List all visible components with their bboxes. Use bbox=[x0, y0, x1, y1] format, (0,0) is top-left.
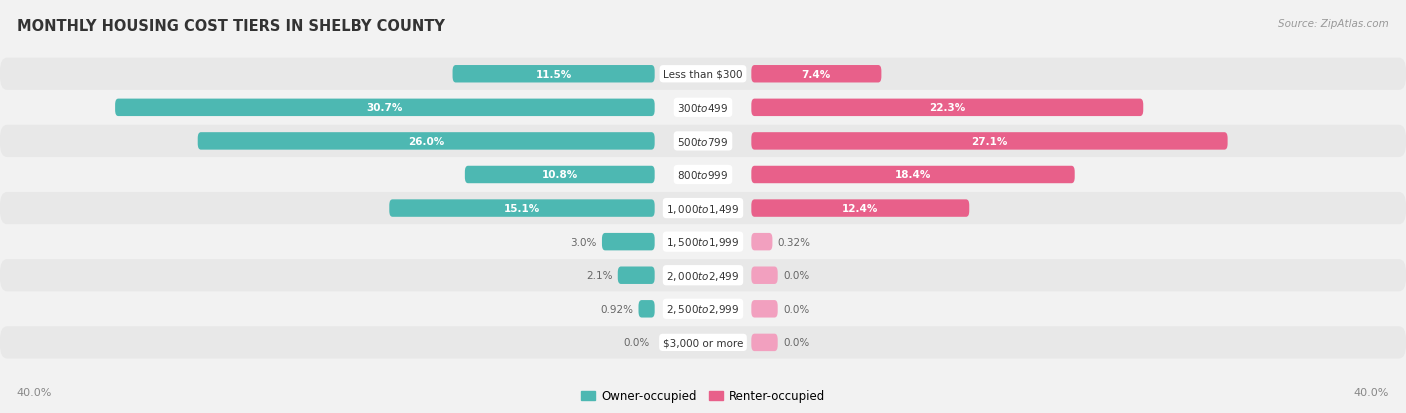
Text: $1,500 to $1,999: $1,500 to $1,999 bbox=[666, 235, 740, 249]
FancyBboxPatch shape bbox=[0, 327, 1406, 358]
Text: $2,500 to $2,999: $2,500 to $2,999 bbox=[666, 303, 740, 316]
Text: 26.0%: 26.0% bbox=[408, 137, 444, 147]
Text: $300 to $499: $300 to $499 bbox=[678, 102, 728, 114]
Legend: Owner-occupied, Renter-occupied: Owner-occupied, Renter-occupied bbox=[576, 385, 830, 407]
FancyBboxPatch shape bbox=[751, 300, 778, 318]
Text: 0.32%: 0.32% bbox=[778, 237, 811, 247]
FancyBboxPatch shape bbox=[751, 133, 1227, 150]
FancyBboxPatch shape bbox=[0, 192, 1406, 225]
Text: MONTHLY HOUSING COST TIERS IN SHELBY COUNTY: MONTHLY HOUSING COST TIERS IN SHELBY COU… bbox=[17, 19, 444, 33]
FancyBboxPatch shape bbox=[465, 166, 655, 184]
Text: 0.0%: 0.0% bbox=[783, 271, 810, 280]
Text: 15.1%: 15.1% bbox=[503, 204, 540, 214]
Text: 40.0%: 40.0% bbox=[17, 387, 52, 397]
FancyBboxPatch shape bbox=[751, 166, 1074, 184]
FancyBboxPatch shape bbox=[602, 233, 655, 251]
FancyBboxPatch shape bbox=[751, 200, 969, 217]
Text: 18.4%: 18.4% bbox=[894, 170, 931, 180]
Text: 0.0%: 0.0% bbox=[783, 337, 810, 348]
Text: $2,000 to $2,499: $2,000 to $2,499 bbox=[666, 269, 740, 282]
FancyBboxPatch shape bbox=[617, 267, 655, 284]
Text: $800 to $999: $800 to $999 bbox=[678, 169, 728, 181]
FancyBboxPatch shape bbox=[453, 66, 655, 83]
FancyBboxPatch shape bbox=[0, 259, 1406, 292]
Text: 27.1%: 27.1% bbox=[972, 137, 1008, 147]
FancyBboxPatch shape bbox=[389, 200, 655, 217]
Text: 11.5%: 11.5% bbox=[536, 69, 572, 80]
Text: 10.8%: 10.8% bbox=[541, 170, 578, 180]
Text: Less than $300: Less than $300 bbox=[664, 69, 742, 80]
FancyBboxPatch shape bbox=[198, 133, 655, 150]
FancyBboxPatch shape bbox=[751, 267, 778, 284]
Text: 3.0%: 3.0% bbox=[571, 237, 596, 247]
Text: 0.92%: 0.92% bbox=[600, 304, 633, 314]
FancyBboxPatch shape bbox=[751, 334, 778, 351]
Text: 30.7%: 30.7% bbox=[367, 103, 404, 113]
Text: $1,000 to $1,499: $1,000 to $1,499 bbox=[666, 202, 740, 215]
Text: 0.0%: 0.0% bbox=[783, 304, 810, 314]
FancyBboxPatch shape bbox=[638, 300, 655, 318]
Text: Source: ZipAtlas.com: Source: ZipAtlas.com bbox=[1278, 19, 1389, 28]
FancyBboxPatch shape bbox=[0, 159, 1406, 191]
Text: 7.4%: 7.4% bbox=[801, 69, 831, 80]
FancyBboxPatch shape bbox=[751, 233, 772, 251]
Text: $3,000 or more: $3,000 or more bbox=[662, 337, 744, 348]
Text: 22.3%: 22.3% bbox=[929, 103, 966, 113]
FancyBboxPatch shape bbox=[0, 293, 1406, 325]
FancyBboxPatch shape bbox=[0, 59, 1406, 90]
Text: 40.0%: 40.0% bbox=[1354, 387, 1389, 397]
Text: 2.1%: 2.1% bbox=[586, 271, 613, 280]
FancyBboxPatch shape bbox=[751, 66, 882, 83]
FancyBboxPatch shape bbox=[751, 100, 1143, 117]
FancyBboxPatch shape bbox=[0, 126, 1406, 158]
FancyBboxPatch shape bbox=[0, 92, 1406, 124]
Text: 0.0%: 0.0% bbox=[623, 337, 650, 348]
FancyBboxPatch shape bbox=[0, 226, 1406, 258]
Text: $500 to $799: $500 to $799 bbox=[678, 135, 728, 147]
Text: 12.4%: 12.4% bbox=[842, 204, 879, 214]
FancyBboxPatch shape bbox=[115, 100, 655, 117]
